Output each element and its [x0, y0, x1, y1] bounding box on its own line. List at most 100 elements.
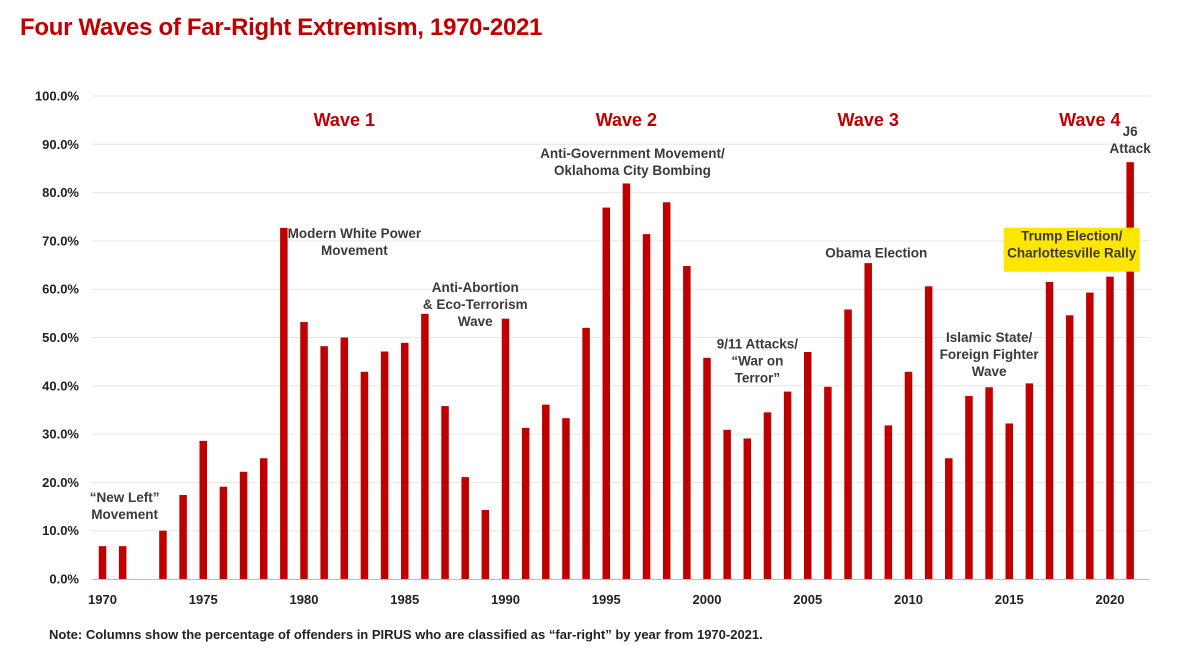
bar-2020	[1106, 276, 1114, 579]
bar-2001	[723, 429, 731, 579]
bar-1994	[582, 327, 590, 579]
annotation-line: “New Left”	[90, 490, 160, 505]
bar-2014	[985, 387, 993, 579]
annotation: Anti-Abortion & Eco-Terrorism Wave	[423, 280, 528, 329]
annotation: Modern White Power Movement	[288, 226, 422, 258]
y-tick-label: 40.0%	[42, 378, 79, 393]
annotation-line: Anti-Abortion	[432, 280, 519, 295]
x-tick-label: 1970	[88, 592, 117, 607]
annotation-line: Anti-Government Movement/	[540, 146, 725, 161]
x-tick-label: 1990	[491, 592, 520, 607]
y-tick-label: 90.0%	[42, 137, 79, 152]
wave-label: Wave 1	[314, 110, 375, 130]
bar-2002	[743, 438, 752, 579]
annotation-line: J6	[1123, 124, 1139, 139]
bar-2004	[783, 391, 792, 579]
annotation: 9/11 Attacks/ “War on Terror”	[717, 336, 799, 385]
annotation: J6 Attack	[1110, 124, 1152, 156]
bar-1979	[280, 227, 288, 579]
annotation-line: Wave	[458, 314, 493, 329]
x-tick-label: 2015	[995, 592, 1024, 607]
annotation-line: Wave	[972, 364, 1007, 379]
x-axis-ticks: 1970 1975 1980 1985 1990 1995 2000 2005 2010 2015…	[88, 592, 1124, 607]
annotation-line: Obama Election	[825, 246, 927, 261]
bar-1970	[98, 546, 107, 579]
annotation-line: “War on	[731, 353, 783, 368]
bar-1987	[441, 406, 449, 579]
y-tick-label: 20.0%	[42, 475, 79, 490]
x-tick-label: 2000	[693, 592, 722, 607]
bar-2010	[904, 371, 913, 579]
annotation-line: Foreign Fighter	[940, 347, 1040, 362]
wave-labels: Wave 1 Wave 2 Wave 3 Wave 4	[314, 110, 1121, 130]
annotation-line: Trump Election/	[1021, 229, 1123, 244]
annotation-line: & Eco-Terrorism	[423, 297, 528, 312]
bar-1992	[542, 404, 550, 579]
bar-1991	[521, 427, 530, 579]
bar-2013	[965, 395, 973, 579]
annotation-line: Terror”	[735, 370, 781, 385]
bar-2000	[703, 357, 711, 579]
annotation-line: Charlottesville Rally	[1007, 246, 1137, 261]
bar-2017	[1045, 281, 1054, 579]
bar-2016	[1025, 383, 1034, 579]
bar-1997	[642, 234, 651, 579]
bar-2003	[763, 412, 772, 579]
bar-1985	[401, 342, 409, 579]
bar-1983	[360, 371, 369, 579]
annotation-line: Movement	[321, 243, 388, 258]
y-tick-label: 80.0%	[42, 185, 79, 200]
bar-2008	[864, 263, 872, 579]
bar-1978	[259, 458, 268, 579]
bar-1984	[380, 351, 389, 579]
annotation-line: Attack	[1110, 141, 1152, 156]
wave-label: Wave 4	[1059, 110, 1120, 130]
bar-1982	[340, 337, 349, 579]
bar-2015	[1005, 423, 1013, 579]
annotation: Islamic State/Foreign Fighter Wave	[940, 330, 1040, 379]
bar-1993	[562, 418, 570, 579]
bar-2006	[824, 386, 832, 579]
chart-title: Four Waves of Far-Right Extremism, 1970-…	[20, 14, 543, 41]
bars	[98, 162, 1134, 579]
bar-2005	[804, 351, 812, 579]
bar-1974	[179, 494, 187, 579]
annotation: Anti-Government Movement/Oklahoma City B…	[540, 146, 725, 178]
x-tick-label: 1975	[189, 592, 218, 607]
bar-1990	[501, 318, 510, 579]
bar-1996	[622, 183, 631, 579]
annotation-line: Movement	[91, 507, 158, 522]
bar-1988	[461, 477, 469, 579]
annotation: “New Left” Movement	[90, 490, 160, 522]
wave-label: Wave 2	[596, 110, 657, 130]
annotation: Trump Election/Charlottesville Rally	[1003, 227, 1140, 272]
bar-1980	[300, 322, 308, 579]
gridlines	[92, 95, 1150, 532]
bar-1975	[199, 440, 207, 579]
annotations: “New Left” Movement Modern White Power Move…	[90, 124, 1151, 522]
bar-2021	[1126, 162, 1134, 579]
bar-1973	[159, 530, 167, 579]
bar-1976	[219, 486, 228, 579]
bar-2009	[884, 425, 893, 579]
x-tick-label: 2010	[894, 592, 923, 607]
bar-1995	[602, 207, 610, 579]
annotation-line: Islamic State/	[946, 330, 1033, 345]
annotation-highlight	[1003, 227, 1140, 272]
bar-1989	[481, 509, 490, 579]
annotation-line: Oklahoma City Bombing	[554, 163, 711, 178]
bar-2019	[1086, 292, 1094, 579]
bar-2007	[844, 309, 852, 579]
bar-1999	[683, 266, 691, 579]
bar-2012	[945, 458, 953, 579]
bar-1971	[118, 546, 127, 579]
y-tick-label: 10.0%	[42, 523, 79, 538]
bar-2011	[924, 286, 933, 579]
bar-1981	[320, 346, 328, 579]
y-tick-label: 50.0%	[42, 330, 79, 345]
bar-1986	[421, 313, 429, 579]
bar-2018	[1065, 315, 1074, 579]
bar-1977	[239, 471, 248, 579]
y-tick-label: 70.0%	[42, 233, 79, 248]
